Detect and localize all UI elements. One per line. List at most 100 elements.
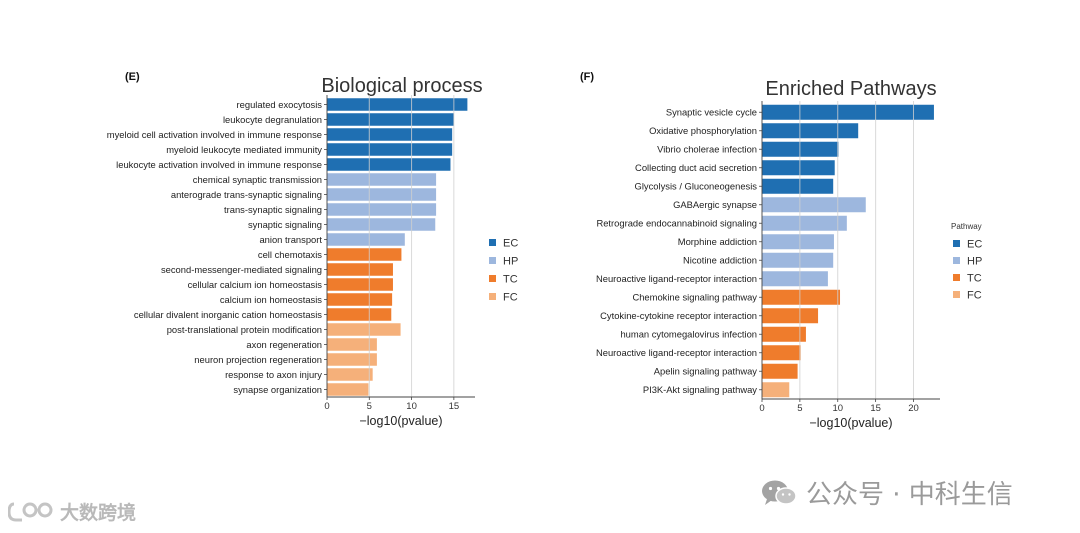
panel-enriched-pathways: (F) Enriched Pathways Synaptic vesicle cyc… (580, 71, 982, 430)
bar-label: GABAergic synapse (673, 199, 757, 210)
bar-label: second-messenger-mediated signaling (161, 264, 322, 275)
bar-label: anion transport (259, 234, 322, 245)
bar (327, 143, 453, 156)
bar (327, 113, 454, 126)
watermark-right-text: 公众号 · 中科生信 (806, 480, 1013, 510)
bar (327, 173, 437, 186)
bar-label: cellular calcium ion homeostasis (188, 279, 323, 290)
bar-label: anterograde trans-synaptic signaling (171, 189, 322, 200)
bar (762, 308, 819, 324)
legend-title: Pathway (951, 222, 982, 231)
panel-label: (F) (580, 71, 594, 83)
brand-logo-icon (8, 502, 53, 521)
legend-label: TC (967, 273, 982, 285)
bar-label: PI3K-Akt signaling pathway (643, 384, 757, 395)
x-tick-label: 10 (406, 401, 417, 412)
bar-label: leukocyte degranulation (223, 114, 322, 125)
bar (762, 382, 790, 398)
bar-label: Nicotine addiction (683, 255, 757, 266)
bar (327, 353, 377, 366)
bar-label: response to axon injury (225, 369, 322, 380)
bar-label: axon regeneration (246, 339, 322, 350)
x-tick-label: 20 (908, 403, 919, 414)
wechat-icon (762, 480, 797, 505)
x-tick-label: 0 (324, 401, 329, 412)
legend-swatch (953, 257, 960, 264)
bar-label: Neuroactive ligand-receptor interaction (596, 347, 757, 358)
bar (327, 293, 393, 306)
panel-biological-process: (E) Biological process regulated exocytosi… (107, 71, 519, 428)
bar-label: myeloid leukocyte mediated immunity (166, 144, 322, 155)
bar (327, 203, 437, 216)
bar-label: Retrograde endocannabinoid signaling (596, 218, 757, 229)
legend-label: HP (967, 256, 982, 268)
bar-label: myeloid cell activation involved in immu… (107, 129, 322, 140)
x-tick-label: 0 (759, 403, 764, 414)
x-tick-label: 5 (367, 401, 372, 412)
bar (762, 123, 859, 139)
bar (327, 158, 451, 171)
bar-label: cellular divalent inorganic cation homeo… (134, 309, 322, 320)
bar (327, 188, 437, 201)
legend-swatch (953, 291, 960, 298)
bar (762, 197, 866, 213)
bar (327, 323, 401, 336)
legend-label: EC (967, 239, 982, 251)
bar (762, 234, 834, 250)
bar-label: Morphine addiction (678, 236, 757, 247)
bar (762, 252, 834, 268)
bar (327, 338, 377, 351)
legend-label: FC (503, 292, 518, 304)
legend-label: EC (503, 238, 518, 250)
bar (327, 308, 392, 321)
bar-label: Cytokine-cytokine receptor interaction (600, 310, 757, 321)
legend-swatch (953, 240, 960, 247)
bar-label: human cytomegalovirus infection (620, 329, 757, 340)
legend-label: HP (503, 256, 518, 268)
bar (327, 368, 373, 381)
bar-label: cell chemotaxis (258, 249, 322, 260)
bar-label: Synaptic vesicle cycle (666, 107, 757, 118)
bar (762, 178, 834, 194)
bar (327, 278, 393, 291)
x-tick-label: 5 (797, 403, 802, 414)
bar-label: Collecting duct acid secretion (635, 162, 757, 173)
bar-label: Oxidative phosphorylation (649, 125, 757, 136)
bar-label: regulated exocytosis (237, 99, 323, 110)
legend-swatch (489, 293, 496, 300)
bar (762, 326, 806, 342)
bar (762, 289, 841, 305)
bar-label: Glycolysis / Gluconeogenesis (635, 181, 758, 192)
panel-label: (E) (125, 71, 140, 83)
x-tick-label: 15 (870, 403, 881, 414)
bar (762, 160, 835, 176)
bar (327, 233, 405, 246)
bar (762, 104, 934, 120)
bar (762, 363, 798, 379)
legend-swatch (489, 257, 496, 264)
watermark-left-text: 大数跨境 (60, 502, 137, 524)
bar-label: calcium ion homeostasis (220, 294, 322, 305)
bar (327, 263, 393, 276)
bar-label: Vibrio cholerae infection (657, 144, 757, 155)
bar (327, 218, 436, 231)
legend-swatch (953, 274, 960, 281)
bar (327, 383, 369, 396)
bar-label: Chemokine signaling pathway (632, 292, 757, 303)
bar-label: trans-synaptic signaling (224, 204, 322, 215)
legend-swatch (489, 275, 496, 282)
bar-label: Neuroactive ligand-receptor interaction (596, 273, 757, 284)
bar-label: neuron projection regeneration (194, 354, 322, 365)
legend-label: TC (503, 274, 518, 286)
bar-label: Apelin signaling pathway (654, 366, 758, 377)
x-axis-label: −log10(pvalue) (359, 414, 442, 428)
bar-label: chemical synaptic transmission (193, 174, 322, 185)
bar-label: synapse organization (233, 384, 322, 395)
watermark-wechat: 公众号 · 中科生信 (760, 474, 1013, 511)
bar (762, 345, 801, 361)
x-axis-label: −log10(pvalue) (809, 416, 892, 430)
bar-label: post-translational protein modification (167, 324, 322, 335)
x-tick-label: 10 (832, 403, 843, 414)
watermark-brand: 大数跨境 (8, 498, 136, 525)
